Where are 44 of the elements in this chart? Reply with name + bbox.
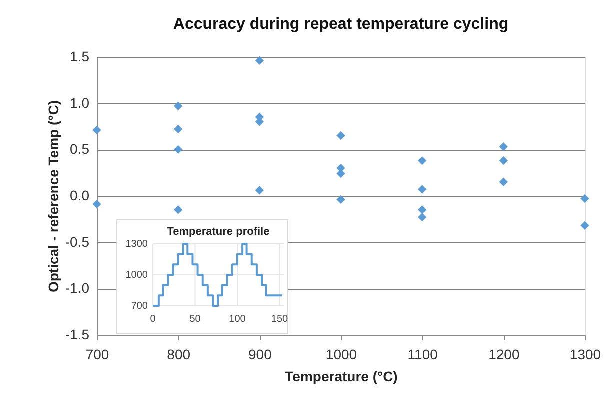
point (499, 156, 508, 166)
y-tick-label: 700 (131, 301, 148, 312)
point (174, 145, 183, 154)
point (418, 156, 427, 166)
x-tick-label: 0 (150, 314, 156, 325)
point (255, 56, 264, 66)
x-tick-label: 100 (229, 314, 246, 325)
y-tick-label: 0.0 (70, 188, 90, 204)
x-tick-label: 1100 (408, 346, 438, 362)
point (418, 206, 427, 214)
chart-title: Temperature profile (167, 226, 270, 238)
x-tick-label: 1200 (488, 346, 520, 362)
point (580, 221, 590, 230)
point (336, 195, 346, 204)
point (418, 185, 427, 194)
x-tick-label: 150 (271, 314, 289, 325)
point (174, 124, 183, 134)
y-tick-label: -1.5 (65, 326, 90, 342)
x-tick-label: 700 (86, 346, 110, 362)
chart-title: Accuracy during repeat temperature cycling (173, 16, 509, 33)
x-tick-label: 1000 (326, 346, 358, 362)
y-tick-label: 1000 (126, 270, 148, 281)
point (499, 142, 508, 152)
point (580, 194, 590, 204)
y-tick-label: -0.5 (65, 234, 90, 250)
point (174, 206, 183, 214)
y-tick-label: 1.5 (70, 48, 90, 64)
x-tick-label: 50 (190, 314, 202, 325)
x-axis-title: Temperature (°C) (285, 368, 398, 384)
point (336, 131, 346, 140)
point (418, 212, 427, 222)
y-axis-title: Optical - reference Temp (°C) (45, 100, 62, 293)
point (499, 178, 508, 186)
y-tick-label: 1.0 (70, 94, 90, 111)
point (174, 102, 183, 110)
x-tick-label: 1300 (570, 346, 602, 362)
x-tick-label: 900 (248, 346, 272, 362)
point (255, 186, 264, 195)
y-tick-label: 0.5 (70, 141, 90, 158)
point (92, 200, 102, 209)
y-tick-label: -1.0 (65, 280, 90, 296)
point (92, 126, 102, 135)
x-tick-label: 800 (167, 346, 191, 362)
y-tick-label: 1300 (126, 239, 148, 250)
